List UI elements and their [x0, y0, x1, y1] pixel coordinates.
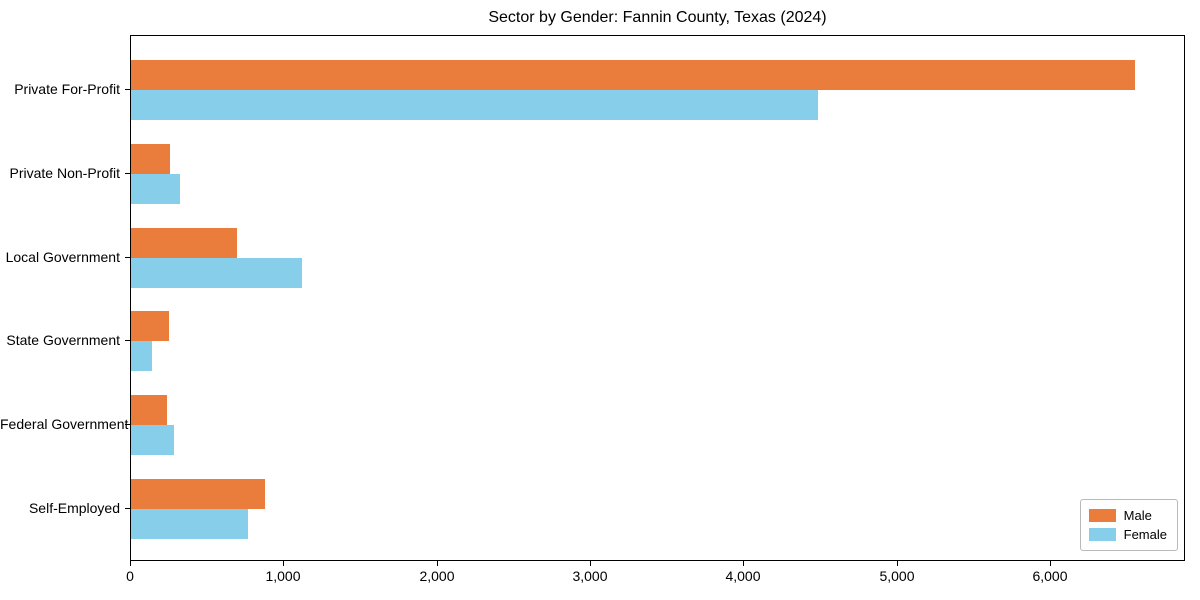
x-tick-mark: [743, 561, 744, 566]
legend-swatch-male-icon: [1088, 509, 1116, 522]
y-axis-label-self-employed: Self-Employed: [28, 500, 120, 516]
y-tick-mark: [125, 424, 130, 426]
legend-entry-male: Male: [1088, 506, 1167, 525]
chart-title: Sector by Gender: Fannin County, Texas (…: [488, 9, 827, 26]
bar-male-self-employed: [131, 479, 265, 509]
y-tick-mark: [125, 340, 130, 342]
x-axis-tick-label: 3,000: [572, 568, 608, 584]
x-tick-mark: [437, 561, 438, 566]
x-tick-mark: [283, 561, 284, 566]
x-tick-mark: [130, 561, 131, 566]
bar-male-state-government: [131, 311, 169, 342]
x-axis-tick-label: 6,000: [1032, 568, 1068, 584]
bar-female-state-government: [131, 341, 152, 372]
legend-swatch-female-icon: [1088, 528, 1116, 541]
legend-entry-female: Female: [1088, 525, 1167, 544]
x-axis-tick-label: 4,000: [725, 568, 761, 584]
y-tick-mark: [125, 172, 130, 174]
x-tick-mark: [1050, 561, 1051, 566]
bar-female-local-government: [131, 257, 302, 288]
bar-female-self-employed: [131, 509, 248, 539]
x-axis-tick-label: 1,000: [265, 568, 301, 584]
x-axis-tick-label: 5,000: [879, 568, 915, 584]
y-axis-label-private-non-profit: Private Non-Profit: [9, 164, 120, 181]
plot-area: Male Female: [130, 35, 1185, 561]
bar-female-private-for-profit: [131, 90, 818, 120]
x-tick-mark: [897, 561, 898, 566]
x-axis-tick-label: 2,000: [419, 568, 455, 584]
bar-male-private-non-profit: [131, 143, 170, 174]
legend: Male Female: [1079, 499, 1178, 551]
legend-label-male: Male: [1123, 508, 1152, 523]
y-axis-label-local-government: Local Government: [5, 248, 120, 265]
y-tick-mark: [125, 256, 130, 258]
y-tick-mark: [125, 89, 130, 90]
y-axis-label-federal-government: Federal Government: [0, 416, 129, 433]
y-axis-label-private-for-profit: Private For-Profit: [14, 81, 120, 97]
y-axis-label-state-government: State Government: [6, 332, 120, 349]
x-tick-mark: [590, 561, 591, 566]
legend-label-female: Female: [1123, 527, 1167, 542]
y-tick-mark: [125, 508, 130, 509]
bar-female-private-non-profit: [131, 173, 180, 204]
bar-male-federal-government: [131, 395, 167, 426]
x-axis-tick-label: 0: [126, 568, 134, 584]
bar-female-federal-government: [131, 425, 174, 456]
bar-male-private-for-profit: [131, 60, 1135, 90]
bar-male-local-government: [131, 227, 237, 258]
